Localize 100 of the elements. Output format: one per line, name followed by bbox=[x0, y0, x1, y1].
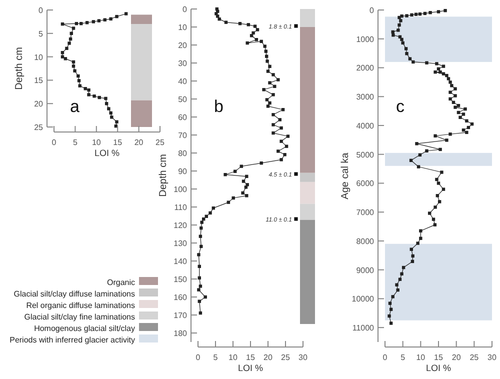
point bbox=[109, 17, 112, 20]
annotation: a bbox=[70, 97, 80, 116]
y-tick-label: 20 bbox=[178, 41, 188, 50]
point bbox=[109, 111, 112, 115]
point bbox=[115, 14, 118, 18]
annotation: c bbox=[396, 97, 405, 116]
y-tick-label: 5 bbox=[38, 29, 44, 38]
y-tick-label: 2000 bbox=[356, 64, 375, 73]
x-axis-title: LOI % bbox=[426, 363, 452, 373]
y-tick-label: 11000 bbox=[352, 324, 375, 333]
y-tick-label: 9000 bbox=[356, 266, 375, 275]
point bbox=[65, 46, 68, 50]
point bbox=[124, 12, 128, 16]
point bbox=[107, 107, 110, 110]
x-tick-label: 10 bbox=[92, 138, 102, 147]
y-tick-label: 30 bbox=[178, 59, 188, 68]
y-axis-title: Depth cm bbox=[14, 47, 25, 90]
x-tick-label: 20 bbox=[264, 353, 273, 362]
legend-label: Homogenous glacial silt/clay bbox=[34, 324, 135, 333]
x-tick-label: 15 bbox=[113, 138, 123, 147]
point bbox=[87, 88, 90, 92]
y-tick-label: 3000 bbox=[356, 92, 375, 102]
x-tick-label: 30 bbox=[298, 353, 308, 362]
point bbox=[92, 20, 96, 24]
bar bbox=[300, 172, 315, 182]
y-tick-label: 150 bbox=[174, 275, 188, 284]
x-tick-label: 10 bbox=[228, 353, 238, 362]
y-tick-label: 50 bbox=[178, 95, 188, 104]
x-axis-title: LOI % bbox=[94, 148, 120, 158]
legend-label: Periods with inferred glacier activity bbox=[10, 336, 135, 344]
x-tick-label: 15 bbox=[434, 353, 444, 362]
point bbox=[72, 26, 76, 30]
point bbox=[76, 74, 80, 78]
y-tick-label: 140 bbox=[174, 257, 188, 266]
y-tick-label: 0 bbox=[38, 6, 44, 15]
x-tick-label: 10 bbox=[416, 353, 426, 362]
y-tick-label: 70 bbox=[178, 131, 188, 140]
x-axis-title: LOI % bbox=[238, 363, 264, 373]
legend-label: Glacial silt/clay diffuse laminations bbox=[14, 290, 135, 298]
point bbox=[87, 93, 90, 96]
point bbox=[60, 55, 64, 58]
x-tick-label: 30 bbox=[488, 353, 497, 362]
y-tick-label: 160 bbox=[174, 293, 188, 302]
bar bbox=[300, 220, 315, 324]
point bbox=[103, 18, 106, 22]
y-tick-label: 80 bbox=[178, 149, 188, 158]
x-tick-label: 0 bbox=[52, 138, 57, 147]
bar bbox=[300, 182, 315, 204]
y-tick-label: 120 bbox=[174, 221, 188, 230]
point bbox=[92, 94, 96, 98]
y-tick-label: 0 bbox=[370, 6, 375, 15]
y-tick-label: 4000 bbox=[356, 121, 375, 130]
point bbox=[115, 120, 118, 124]
y-tick-label: 15 bbox=[34, 76, 44, 86]
y-tick-label: 170 bbox=[174, 311, 188, 320]
point bbox=[72, 64, 76, 68]
y-axis-title: Depth cm bbox=[158, 154, 169, 197]
legend-label: Rel organic diffuse laminations bbox=[26, 301, 135, 310]
annotation: b bbox=[214, 97, 224, 116]
point bbox=[110, 116, 114, 119]
x-tick-label: 20 bbox=[134, 138, 144, 147]
y-axis-title: Age cal ka bbox=[340, 152, 351, 200]
point bbox=[64, 57, 68, 60]
y-tick-label: 25 bbox=[34, 123, 44, 132]
point bbox=[78, 84, 82, 88]
y-tick-label: 0 bbox=[182, 5, 188, 14]
point bbox=[97, 19, 101, 22]
x-tick-label: 25 bbox=[281, 353, 290, 362]
legend-label: Glacial silt/clay fine laminations bbox=[24, 312, 135, 322]
y-tick-label: 40 bbox=[178, 77, 188, 86]
bar bbox=[300, 204, 315, 220]
x-tick-label: 25 bbox=[470, 353, 480, 362]
x-tick-label: 20 bbox=[452, 353, 462, 362]
x-tick-label: 25 bbox=[156, 138, 165, 147]
x-tick-label: 5 bbox=[72, 138, 78, 147]
x-tick-label: 0 bbox=[196, 353, 201, 362]
point bbox=[73, 69, 76, 72]
y-tick-label: 20 bbox=[34, 100, 44, 109]
y-tick-label: 10000 bbox=[352, 294, 375, 304]
x-tick-label: 5 bbox=[400, 353, 406, 362]
y-tick-label: 130 bbox=[174, 239, 188, 248]
y-tick-label: 1000 bbox=[356, 34, 375, 44]
bar bbox=[300, 26, 315, 173]
point bbox=[104, 96, 108, 100]
x-tick-label: 5 bbox=[213, 353, 218, 362]
y-tick-label: 6000 bbox=[356, 179, 375, 188]
y-tick-label: 10 bbox=[178, 23, 188, 32]
x-tick-label: 15 bbox=[246, 353, 256, 362]
y-tick-label: 60 bbox=[178, 113, 188, 122]
y-tick-label: 5000 bbox=[356, 150, 375, 160]
y-tick-label: 100 bbox=[174, 185, 188, 194]
point bbox=[68, 42, 71, 45]
y-tick-label: 110 bbox=[174, 203, 188, 212]
y-tick-label: 10 bbox=[34, 52, 44, 62]
legend-label: Organic bbox=[106, 278, 135, 287]
x-tick-label: 0 bbox=[382, 353, 388, 362]
y-tick-label: 180 bbox=[174, 329, 188, 338]
y-tick-label: 90 bbox=[178, 167, 188, 176]
y-tick-label: 7000 bbox=[356, 208, 375, 218]
y-tick-label: 8000 bbox=[356, 236, 375, 246]
